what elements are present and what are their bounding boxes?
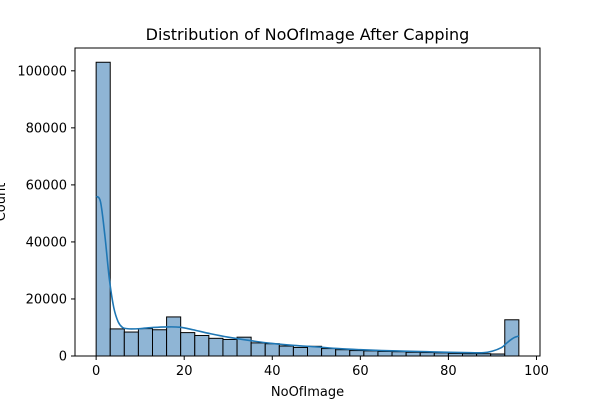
y-tick-label: 60000 <box>26 178 67 193</box>
histogram-bar-12 <box>264 343 280 357</box>
histogram-bars <box>95 61 520 357</box>
y-tick-label: 100000 <box>17 64 67 79</box>
histogram-bar-1 <box>109 328 125 357</box>
histogram-bar-8 <box>208 337 224 357</box>
histogram-bar-20 <box>377 350 393 357</box>
x-tick-label: 100 <box>524 364 549 379</box>
histogram-bar-6 <box>180 332 196 357</box>
kde-line <box>95 195 520 354</box>
histogram-bar-17 <box>335 349 351 357</box>
histogram-bar-21 <box>391 351 407 357</box>
histogram-bar-3 <box>137 328 154 357</box>
histogram-bar-23 <box>419 352 435 357</box>
histogram-bar-9 <box>222 338 238 357</box>
y-tick-label: 20000 <box>26 292 67 307</box>
x-tick-label: 0 <box>92 364 100 379</box>
histogram-bar-5 <box>166 316 182 357</box>
x-axis-label: NoOfImage <box>271 385 344 400</box>
histogram-bar-19 <box>363 350 379 357</box>
y-axis-label: Count <box>0 183 9 222</box>
y-tick-label: 40000 <box>26 235 67 250</box>
histogram-bar-18 <box>349 350 365 357</box>
kde-curve-group <box>95 195 520 354</box>
histogram-bar-22 <box>405 351 421 357</box>
plot-frame <box>74 47 541 357</box>
x-axis-ticks: 0 20 40 60 80 100 <box>92 356 549 379</box>
histogram-bar-7 <box>194 334 210 357</box>
x-tick-label: 80 <box>440 364 457 379</box>
x-tick-label: 20 <box>176 364 193 379</box>
y-tick-label: 0 <box>59 350 67 365</box>
y-tick-label: 80000 <box>26 121 67 136</box>
x-tick-label: 60 <box>352 364 369 379</box>
x-tick-label: 40 <box>264 364 281 379</box>
histogram-bar-13 <box>278 345 294 357</box>
histogram-bar-14 <box>292 346 309 357</box>
chart-title: Distribution of NoOfImage After Capping <box>146 25 470 44</box>
y-axis-ticks: 0 20000 40000 60000 80000 100000 <box>17 64 75 365</box>
histogram-bar-4 <box>152 329 168 357</box>
histogram-bar-16 <box>321 348 337 357</box>
histogram-bar-11 <box>250 342 266 357</box>
histogram-bar-0 <box>95 61 111 357</box>
histogram-bar-2 <box>123 331 139 357</box>
histogram-bar-29 <box>504 319 520 357</box>
